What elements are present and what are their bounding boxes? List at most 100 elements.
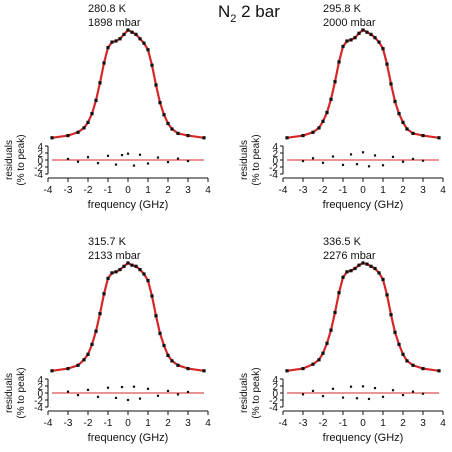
x-tick-label: -2 bbox=[84, 185, 93, 196]
x-tick-label: 1 bbox=[380, 418, 386, 429]
data-point bbox=[353, 36, 357, 40]
x-tick-label: -1 bbox=[339, 418, 348, 429]
data-point bbox=[389, 82, 393, 86]
residual-axis-label: residuals bbox=[239, 140, 250, 180]
data-point bbox=[82, 358, 86, 362]
data-point bbox=[437, 369, 441, 373]
x-tick-label: -4 bbox=[44, 418, 53, 429]
residual-axis-label: (% to peak) bbox=[16, 367, 27, 418]
residual-tick-label: 2 bbox=[37, 149, 43, 160]
data-point bbox=[134, 264, 138, 268]
condition-label: 336.5 K bbox=[323, 236, 362, 248]
residual-tick-label: 4 bbox=[272, 375, 278, 386]
residual-point bbox=[114, 396, 118, 399]
x-tick-label: 1 bbox=[145, 185, 151, 196]
data-point bbox=[146, 48, 150, 52]
data-point bbox=[154, 314, 158, 318]
data-point bbox=[126, 28, 130, 32]
data-point bbox=[166, 121, 170, 126]
data-point bbox=[373, 266, 377, 271]
data-point bbox=[50, 136, 54, 140]
residual-point bbox=[126, 152, 130, 155]
data-point bbox=[118, 268, 122, 272]
data-point bbox=[94, 329, 98, 333]
fit-curve bbox=[51, 28, 205, 139]
residual-point bbox=[146, 387, 150, 390]
x-tick-label: -4 bbox=[279, 418, 288, 429]
data-point bbox=[333, 80, 337, 84]
data-point bbox=[381, 277, 385, 282]
data-point bbox=[82, 126, 86, 130]
residual-point bbox=[331, 155, 335, 158]
figure-title: N2 2 bar bbox=[218, 2, 280, 25]
data-point bbox=[385, 62, 389, 66]
data-point bbox=[437, 136, 441, 140]
data-point bbox=[389, 313, 393, 317]
data-point bbox=[311, 362, 315, 366]
data-point bbox=[202, 369, 206, 373]
data-point bbox=[90, 112, 94, 116]
data-point bbox=[329, 328, 333, 332]
fit-curve bbox=[51, 261, 205, 372]
residual-point bbox=[166, 161, 170, 164]
residual-point bbox=[132, 385, 136, 388]
x-tick-label: 2 bbox=[165, 185, 171, 196]
data-point bbox=[353, 266, 357, 271]
residual-point bbox=[341, 396, 345, 399]
condition-label: 280.8 K bbox=[88, 3, 127, 15]
residual-point bbox=[355, 397, 359, 400]
data-point bbox=[341, 275, 345, 279]
data-point bbox=[138, 268, 142, 272]
residual-point bbox=[391, 389, 395, 392]
residual-tick-label: -4 bbox=[34, 170, 43, 181]
data-point bbox=[397, 112, 401, 116]
residual-axis-label: (% to peak) bbox=[251, 367, 262, 418]
data-point bbox=[401, 352, 405, 356]
data-point bbox=[66, 134, 70, 138]
data-point bbox=[176, 363, 180, 367]
x-tick-label: 4 bbox=[440, 185, 446, 196]
data-point bbox=[421, 367, 425, 371]
residual-point bbox=[126, 398, 130, 402]
data-point bbox=[50, 369, 54, 373]
residual-point bbox=[367, 165, 371, 168]
residual-point bbox=[331, 387, 335, 390]
data-point bbox=[345, 270, 349, 274]
condition-label: 2276 mbar bbox=[323, 250, 376, 262]
data-point bbox=[154, 83, 158, 87]
residual-point bbox=[146, 162, 150, 165]
figure-title-rest: 2 bar bbox=[236, 2, 280, 21]
data-point bbox=[361, 28, 365, 32]
condition-label: 295.8 K bbox=[323, 3, 362, 15]
residual-tick-label: -4 bbox=[34, 403, 43, 414]
data-point bbox=[122, 32, 126, 36]
residual-point bbox=[156, 156, 160, 159]
fit-curve bbox=[286, 28, 440, 139]
data-point bbox=[405, 127, 409, 131]
data-point bbox=[176, 131, 180, 135]
data-point bbox=[90, 342, 94, 346]
data-point bbox=[369, 264, 373, 268]
x-tick-label: 3 bbox=[420, 185, 426, 196]
data-point bbox=[317, 358, 321, 362]
data-point bbox=[325, 110, 329, 115]
x-tick-label: 2 bbox=[165, 418, 171, 429]
data-point bbox=[186, 134, 190, 138]
data-point bbox=[411, 131, 415, 135]
data-point bbox=[150, 63, 154, 67]
data-point bbox=[150, 294, 154, 298]
residual-axis-label: (% to peak) bbox=[251, 134, 262, 185]
residual-point bbox=[361, 385, 365, 388]
residual-axis-label: residuals bbox=[239, 373, 250, 413]
data-point bbox=[110, 40, 114, 44]
x-tick-label: 1 bbox=[145, 418, 151, 429]
residual-point bbox=[186, 159, 190, 163]
data-point bbox=[162, 343, 166, 348]
x-tick-label: -1 bbox=[339, 185, 348, 196]
residual-point bbox=[411, 157, 415, 161]
data-point bbox=[106, 276, 110, 280]
data-point bbox=[66, 367, 70, 371]
data-point bbox=[411, 363, 415, 367]
